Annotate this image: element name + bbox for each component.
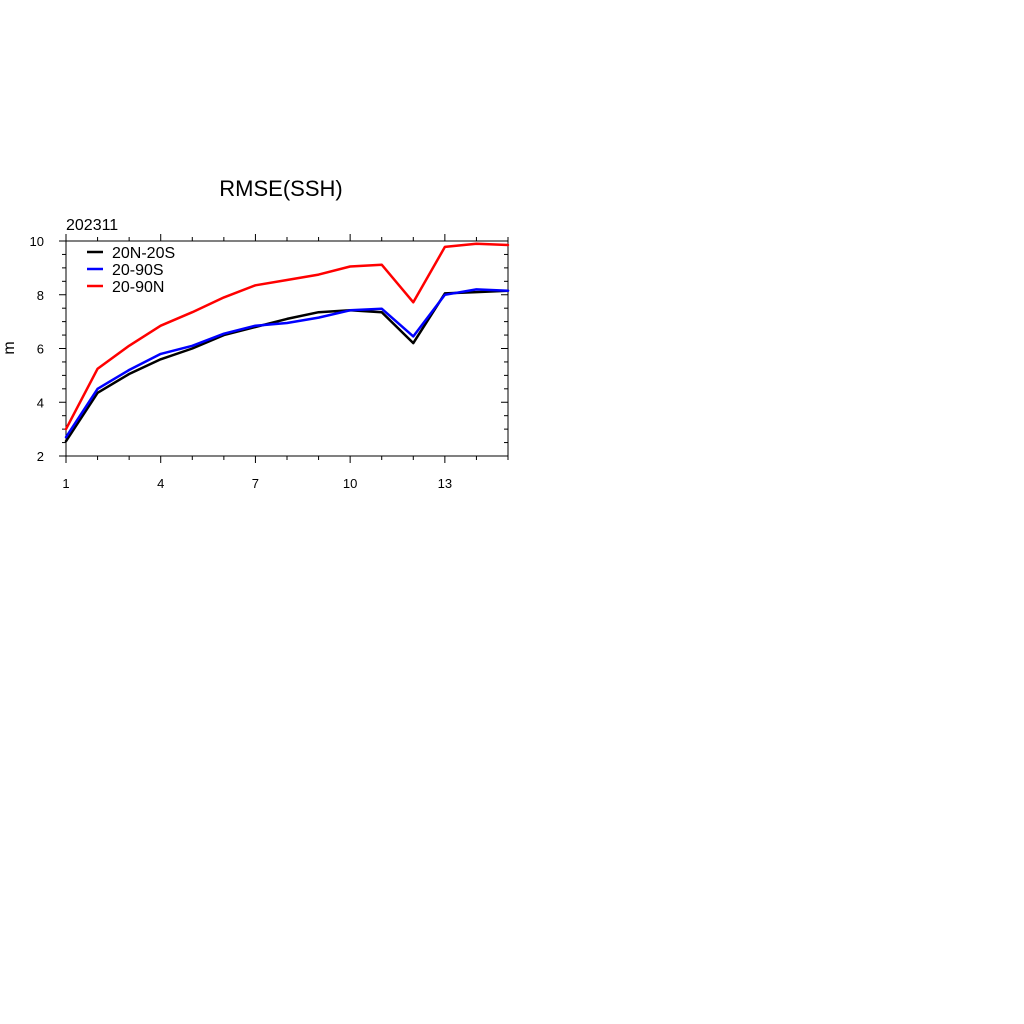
- y-tick-label: 2: [37, 449, 44, 464]
- x-tick-label: 1: [62, 476, 69, 491]
- chart-subtitle: 202311: [66, 217, 118, 234]
- series-line-20-90s: [64, 288, 510, 439]
- x-tick-label: 13: [438, 476, 452, 491]
- axes: 1 4 7 10 13 2 4 6 8 10: [30, 234, 509, 491]
- x-tick-label: 7: [252, 476, 259, 491]
- y-tick-label: 8: [37, 288, 44, 303]
- legend-label: 20-90N: [112, 279, 164, 296]
- series-line-20n-20s: [64, 289, 510, 443]
- y-tick-label: 6: [37, 342, 44, 357]
- series-lines: [64, 242, 510, 443]
- x-tick-label: 4: [157, 476, 164, 491]
- y-tick-label: 10: [30, 234, 44, 249]
- y-axis-label: m: [1, 341, 18, 354]
- legend-label: 20-90S: [112, 262, 164, 279]
- series-line-20-90n: [64, 242, 510, 431]
- y-tick-label: 4: [37, 395, 44, 410]
- x-tick-label: 10: [343, 476, 357, 491]
- chart-title: RMSE(SSH): [219, 176, 342, 201]
- legend-label: 20N-20S: [112, 245, 175, 262]
